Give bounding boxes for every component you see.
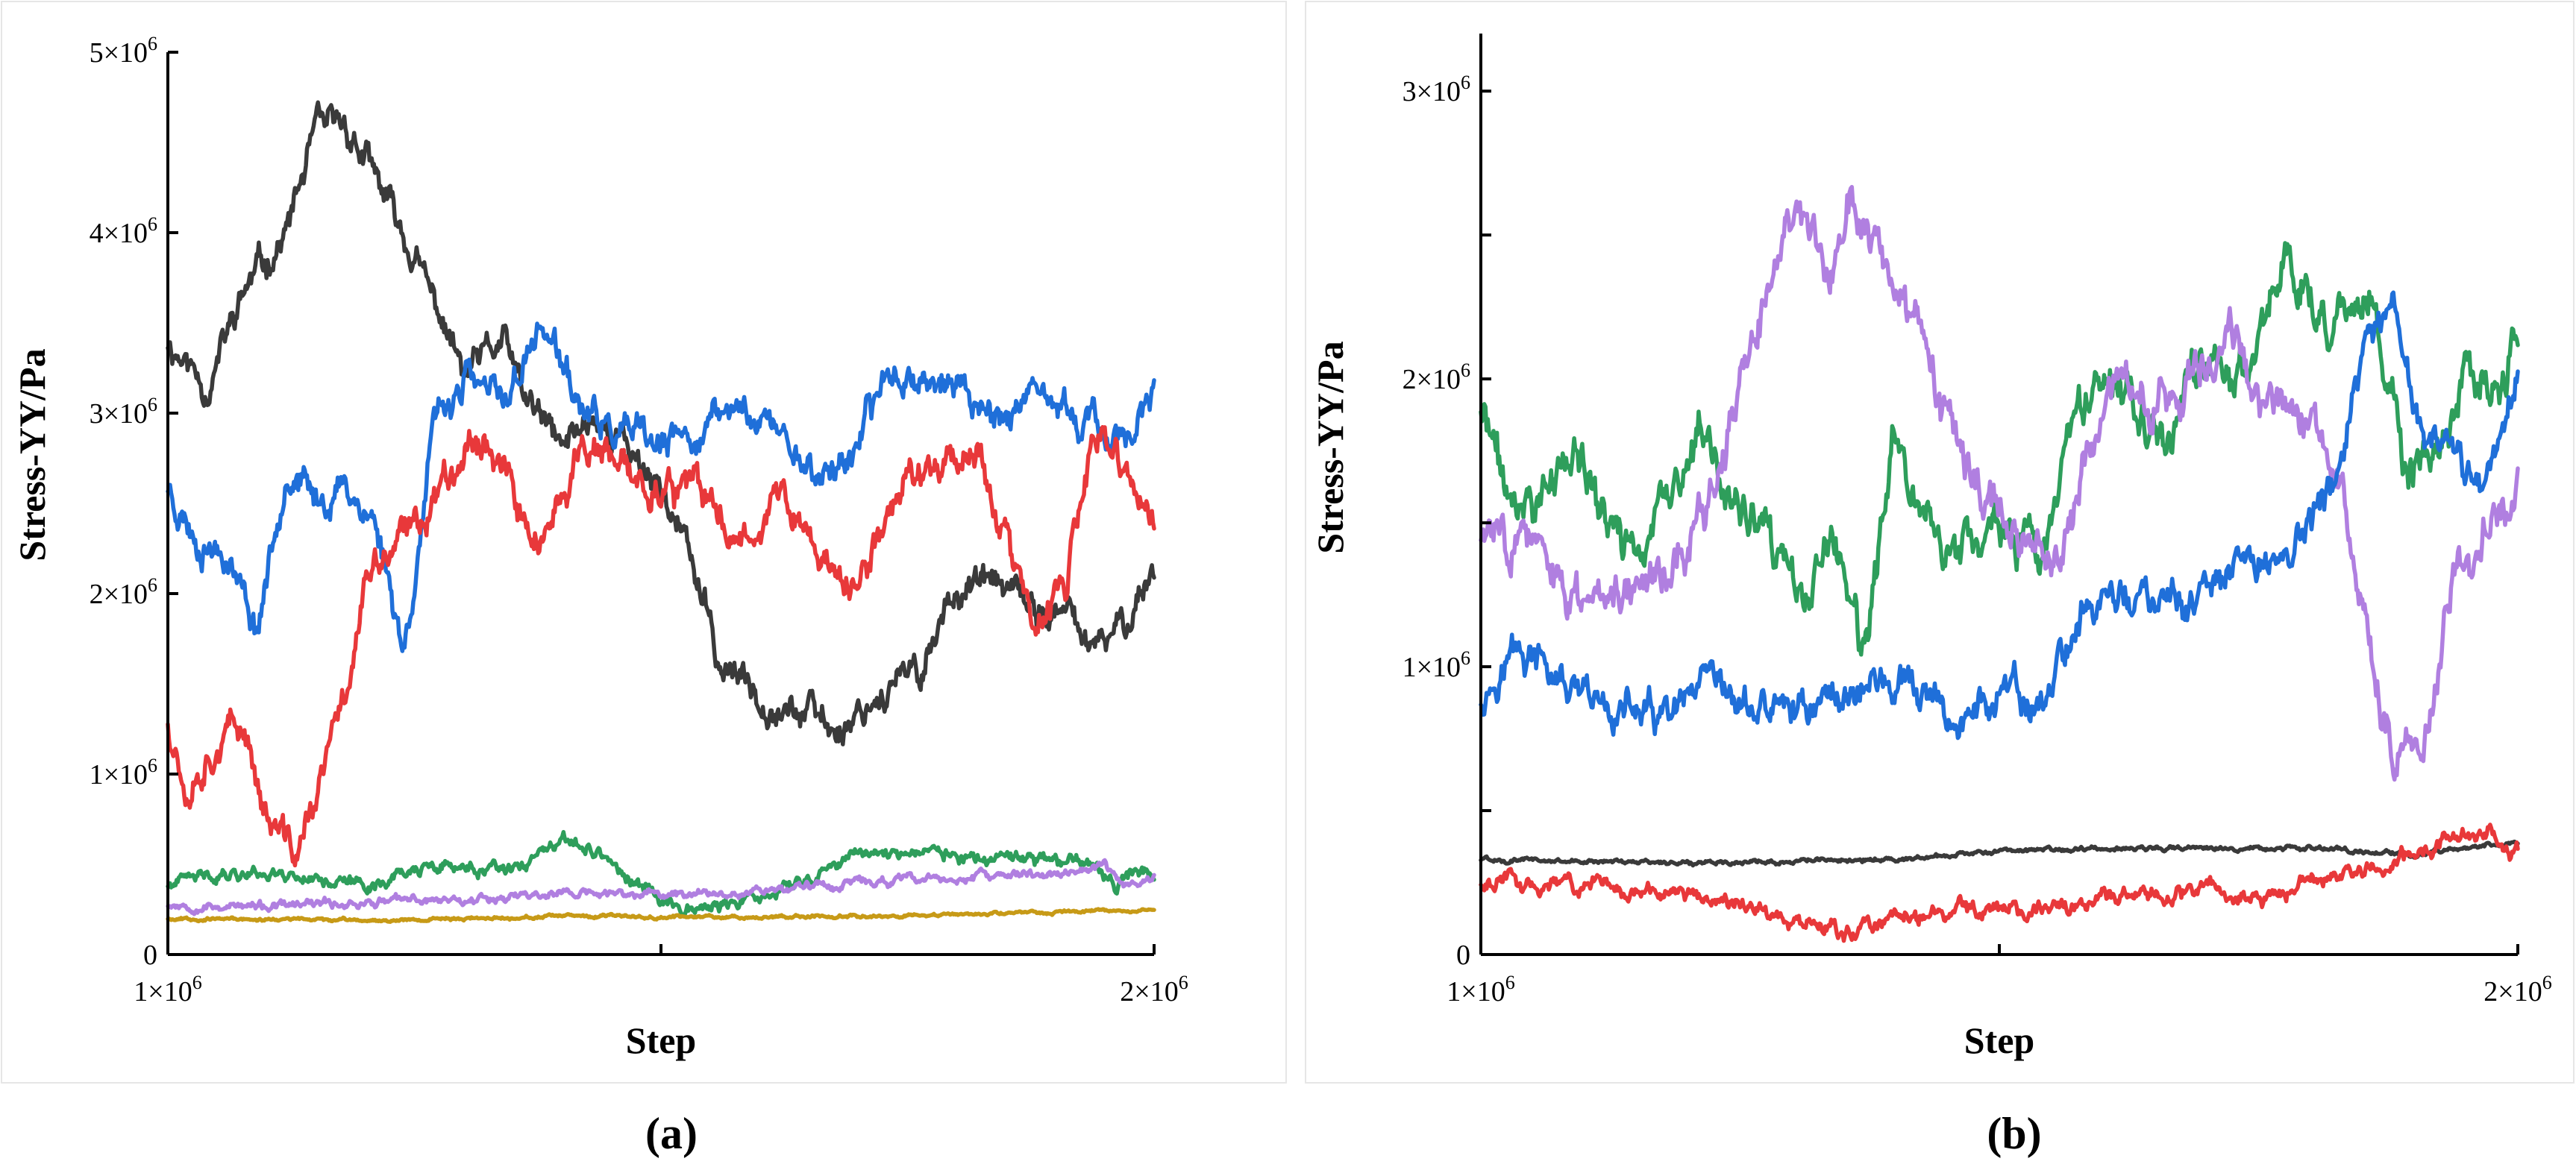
panel-b-x-tick-label: 1×106 [1447,972,1514,1007]
panel-b-series-red [1479,823,2520,943]
panel-b-border [1305,1,2575,1084]
panel-a-border [1,1,1287,1084]
panel-b-caption: (b) [1987,1109,2041,1158]
panel-a-series-gold [166,907,1156,924]
panel-a-y-tick-label: 1×106 [90,755,157,790]
panel-a-y-tick-label: 4×106 [90,213,157,249]
panel-b-series-purple [1479,185,2520,782]
panel-b-y-tick-label: 0 [1456,940,1470,971]
panel-a-y-tick-label: 5×106 [90,33,157,69]
panel-a: Stress-YY/Pa Step 01×1062×1063×1064×1065… [1,1,1287,1158]
panel-a-series-green [166,830,1156,918]
panel-b-series-blue [1479,290,2520,740]
panel-b-y-axis-title: Stress-YY/Pa [1309,341,1351,553]
panel-a-caption: (a) [645,1109,698,1158]
panel-b-series-black [1479,839,2520,868]
panel-b-x-axis-title: Step [1964,1019,2034,1061]
panel-b-series-group [1479,185,2520,943]
panel-a-y-axis-title: Stress-YY/Pa [11,348,53,561]
panel-a-series-group [166,100,1156,924]
panel-a-series-purple [166,858,1156,916]
panel-a-x-axis-title: Step [626,1019,696,1061]
panel-a-y-tick-label: 0 [143,940,157,971]
panel-a-series-red [166,424,1156,868]
panel-b-series-green [1479,241,2520,657]
panel-a-y-tick-label: 3×106 [90,394,157,430]
panel-b-y-tick-label: 1×106 [1403,647,1470,683]
panel-a-x-tick-label: 2×106 [1120,972,1188,1007]
panel-b-y-tick-label: 3×106 [1403,72,1470,107]
panel-b-x-tick-label: 2×106 [2483,972,2551,1007]
panel-a-y-tick-label: 2×106 [90,574,157,610]
panel-a-x-tick-label: 1×106 [134,972,201,1007]
panel-a-series-blue [166,321,1156,653]
panel-b-y-tick-label: 2×106 [1403,359,1470,395]
